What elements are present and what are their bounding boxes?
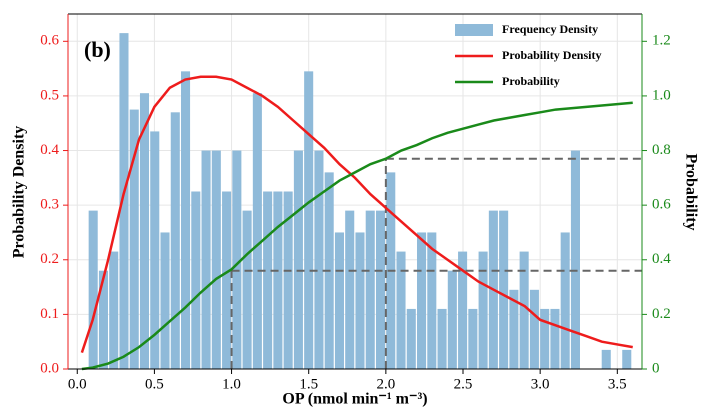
bar [509,289,519,369]
bar [447,270,457,369]
y2-tick-label: 0.4 [652,251,671,267]
bar [334,232,344,369]
bar [88,210,98,369]
bar [273,191,283,369]
y2-tick-label: 0.8 [652,142,671,158]
bar [570,150,580,369]
y-tick-label: 0.1 [40,306,59,322]
bar [222,191,232,369]
x-tick-label: 2.0 [376,376,395,392]
bar [601,349,611,369]
legend-swatch [455,24,493,36]
bar [252,93,262,369]
bar [304,71,314,369]
bar [263,191,273,369]
bar [437,308,447,369]
bar [345,210,355,369]
y-axis-label: Probability Density [11,126,28,259]
y2-axis-label: Probability [682,153,699,230]
panel-label: (b) [84,37,111,62]
bar [160,232,170,369]
y-tick-label: 0.4 [40,142,59,158]
x-tick-label: 2.5 [454,376,473,392]
bar [293,150,303,369]
x-tick-label: 1.0 [222,376,241,392]
bar [242,210,252,369]
bar [365,210,375,369]
y-tick-label: 0.0 [40,360,59,376]
bar [232,150,242,369]
bar [211,150,221,369]
bar [427,232,437,369]
bar [550,308,560,369]
bar [560,232,570,369]
bar [468,308,478,369]
x-tick-label: 0.5 [145,376,164,392]
bar [417,232,427,369]
bar [170,112,180,370]
bar [201,150,211,369]
bar [119,33,129,369]
y-tick-label: 0.2 [40,251,59,267]
bar [519,251,529,369]
bar [191,191,201,369]
bar [499,210,509,369]
x-tick-label: 3.5 [608,376,627,392]
bar [622,349,632,369]
y2-tick-label: 1.2 [652,33,671,49]
bar [109,251,119,369]
bar [406,308,416,369]
legend-label: Probability Density [502,48,601,62]
x-axis-label: OP (nmol min⁻¹ m⁻³) [282,391,427,408]
line [80,75,633,354]
line [81,101,633,371]
legend-label: Frequency Density [502,22,598,36]
bar [396,251,406,369]
bar [375,210,386,369]
y-tick-label: 0.3 [40,197,59,213]
y2-tick-label: 0.2 [652,306,671,322]
bar [478,251,488,369]
bar [150,131,160,369]
x-tick-label: 0.0 [68,376,87,392]
y-tick-label: 0.6 [40,33,59,49]
bar [529,289,539,369]
y-tick-label: 0.5 [40,87,59,103]
bar [129,109,139,370]
bar [139,93,150,369]
bar [540,308,550,369]
x-tick-label: 1.5 [299,376,318,392]
y2-tick-label: 1.0 [652,87,671,103]
y2-tick-label: 0.6 [652,197,671,213]
bar [181,71,191,369]
legend-label: Probability [502,74,560,88]
bar [458,251,468,369]
bar [314,150,324,369]
x-tick-label: 3.0 [531,376,550,392]
bar [355,232,365,369]
bar [98,270,108,369]
bar [283,191,293,369]
y2-tick-label: 0 [652,360,660,376]
